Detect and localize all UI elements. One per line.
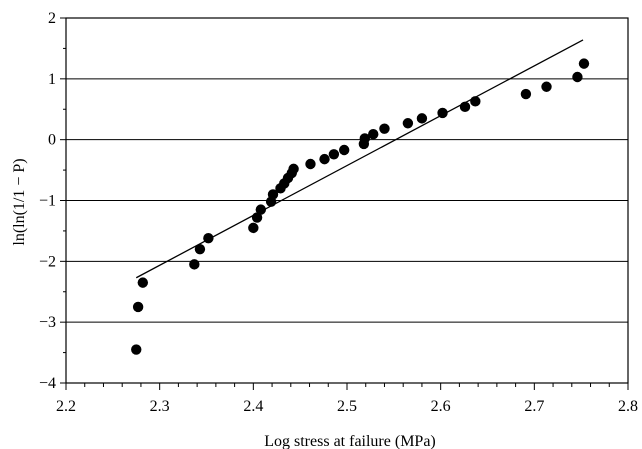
data-point <box>572 71 583 83</box>
data-point <box>248 222 259 234</box>
data-point <box>402 118 414 129</box>
x-tick-label: 2.5 <box>337 398 357 415</box>
fit-line <box>135 39 584 279</box>
x-tick-label: 2.7 <box>524 398 544 415</box>
y-tick-label: −3 <box>39 314 56 331</box>
data-point <box>368 128 379 140</box>
axis-ticks <box>60 17 629 390</box>
data-point <box>189 259 200 270</box>
data-point <box>132 301 144 313</box>
data-point <box>267 189 279 200</box>
y-tick-labels: −4 −3 −2 −1 0 1 2 <box>39 10 56 392</box>
data-point <box>541 81 552 92</box>
x-tick-label: 2.4 <box>243 398 263 415</box>
data-point <box>319 153 330 165</box>
y-tick-label: −4 <box>39 375 56 392</box>
data-point <box>379 123 390 134</box>
data-series <box>131 39 590 355</box>
plot-frame <box>65 17 629 384</box>
data-point <box>578 58 590 69</box>
data-point <box>328 149 340 160</box>
data-point <box>305 158 316 170</box>
y-tick-label: 1 <box>48 71 56 88</box>
data-point <box>520 88 532 100</box>
x-tick-label: 2.3 <box>150 398 170 415</box>
x-tick-label: 2.2 <box>56 398 76 415</box>
data-point <box>131 344 142 355</box>
data-point <box>137 277 149 288</box>
data-point <box>194 243 206 255</box>
data-point <box>338 144 350 156</box>
x-tick-label: 2.6 <box>431 398 451 415</box>
y-tick-label: 2 <box>48 10 56 27</box>
x-tick-label: 2.8 <box>618 398 638 415</box>
grid-lines <box>66 78 628 323</box>
y-tick-label: −1 <box>39 193 56 210</box>
data-point <box>416 113 428 124</box>
y-tick-label: −2 <box>39 253 56 270</box>
y-axis-label: ln(ln(1/1 − P) <box>11 158 28 245</box>
x-tick-labels: 2.2 2.3 2.4 2.5 2.6 2.7 2.8 <box>56 398 638 415</box>
data-point <box>288 163 299 175</box>
y-tick-label: 0 <box>48 132 56 149</box>
x-axis-label: Log stress at failure (MPa) <box>264 433 436 449</box>
data-point <box>359 133 370 144</box>
